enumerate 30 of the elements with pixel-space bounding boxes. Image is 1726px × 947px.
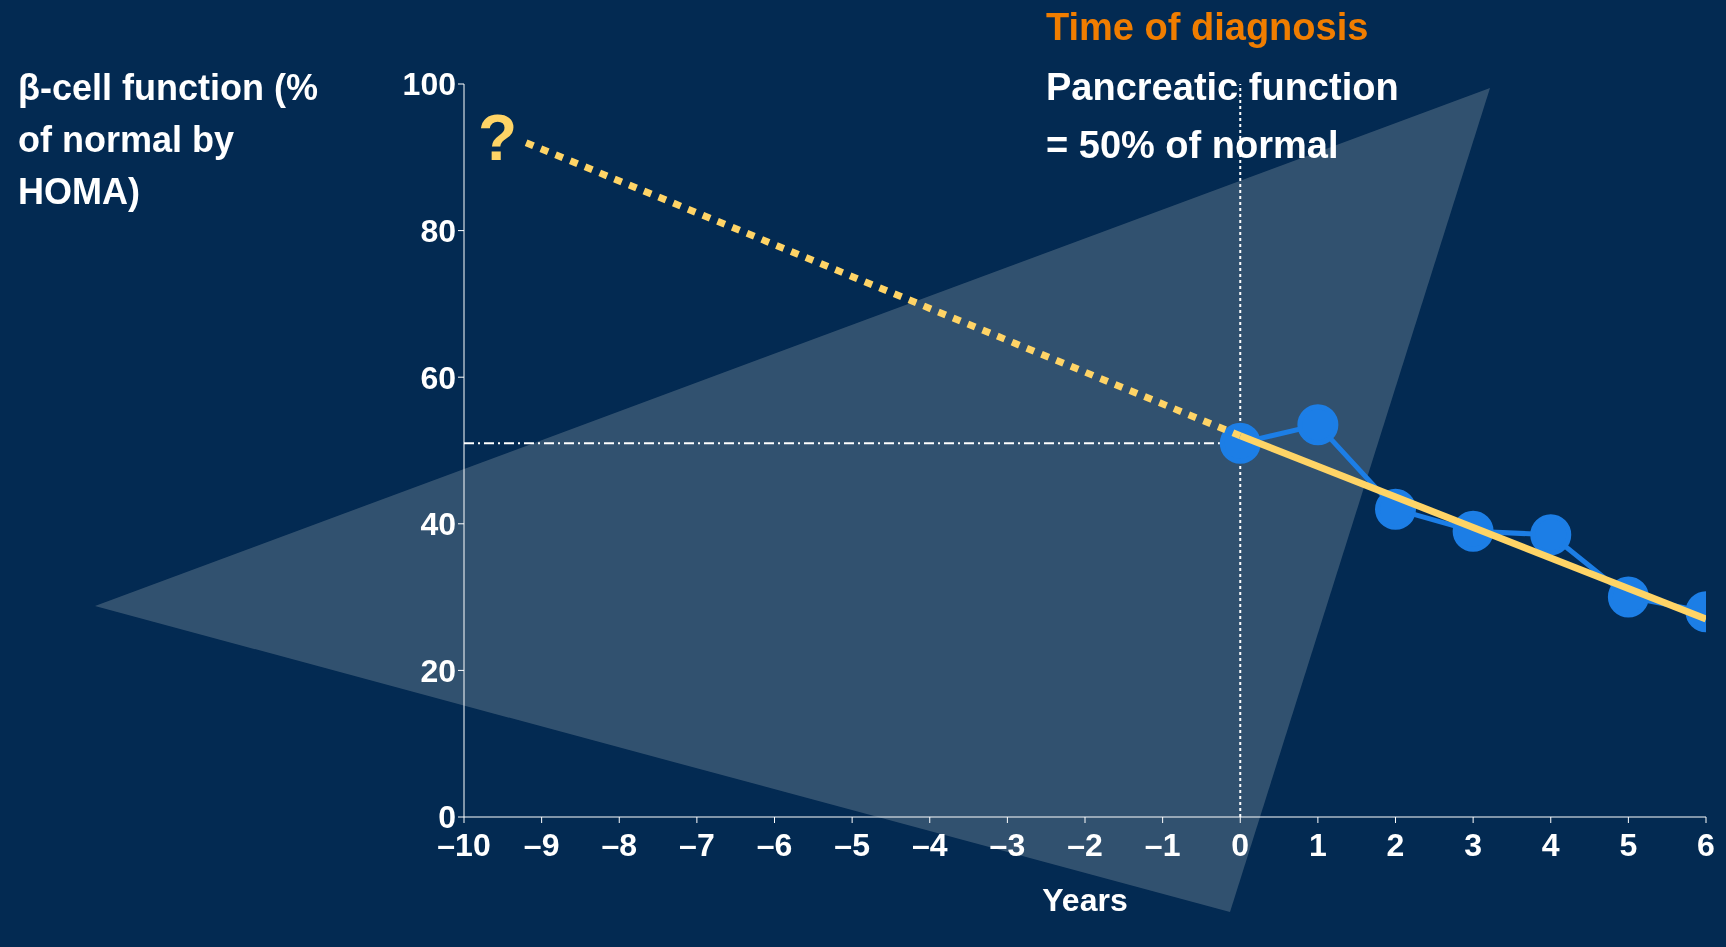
y-tick-label: 40 (420, 506, 456, 543)
point (1530, 514, 1572, 556)
y-axis-title: β-cell function (% of normal by HOMA) (18, 66, 319, 215)
x-tick-label: 5 (1619, 826, 1638, 863)
x-tick-label: –2 (1067, 826, 1103, 863)
x-tick-label: –8 (601, 826, 638, 863)
x-tick-label: –1 (1144, 826, 1181, 863)
x-tick-label: 0 (1231, 826, 1250, 863)
x-tick-label: 4 (1541, 826, 1560, 863)
x-axis-title: Years (1042, 882, 1128, 918)
x-tick-label: –4 (911, 826, 948, 863)
x-tick-label: –7 (679, 826, 715, 863)
y-tick-label: 80 (420, 212, 456, 249)
y-tick-label: 100 (402, 66, 456, 103)
x-tick-label: 3 (1464, 826, 1483, 863)
annotation: Pancreatic function (1046, 66, 1399, 109)
annotation: = 50% of normal (1046, 124, 1339, 167)
text: Time of diagnosis (1046, 6, 1369, 49)
x-tick-label: –5 (834, 826, 870, 863)
x-tick-label: 1 (1308, 826, 1327, 863)
x-tick-label: 2 (1386, 826, 1405, 863)
y-tick-label: 60 (420, 359, 456, 396)
x-tick-label: –3 (989, 826, 1026, 863)
x-tick-label: 6 (1697, 826, 1715, 863)
y-tick-label: 20 (420, 652, 456, 689)
y-tick-label: 0 (438, 799, 456, 836)
point (1297, 404, 1339, 446)
annotation: ? (478, 102, 518, 174)
x-tick-label: –9 (523, 826, 560, 863)
x-tick-label: –6 (756, 826, 793, 863)
